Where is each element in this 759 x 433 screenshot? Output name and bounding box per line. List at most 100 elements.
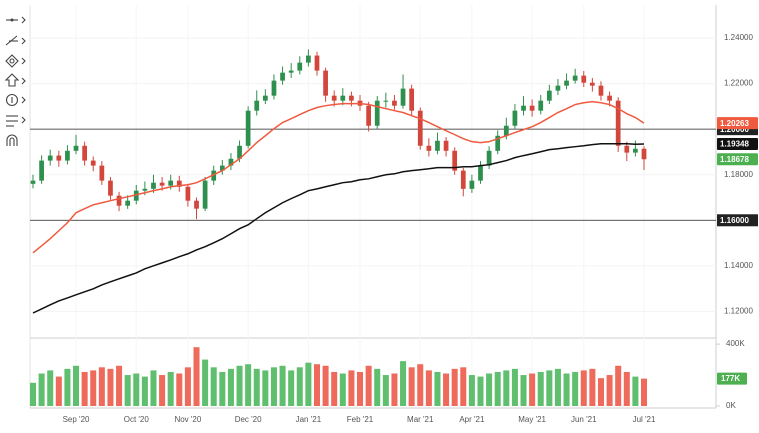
volume-bar — [193, 347, 200, 406]
y-tick-label: 1.14000 — [724, 261, 753, 270]
volume-bar — [107, 368, 114, 406]
candle-body — [409, 88, 415, 111]
candle-body — [56, 155, 62, 161]
x-tick-label: Apr '21 — [459, 415, 485, 424]
volume-bar — [73, 365, 80, 406]
candle-body — [108, 180, 113, 196]
candle-body — [219, 165, 225, 171]
x-tick-label: Jan '21 — [296, 415, 322, 424]
candle-body — [254, 100, 260, 111]
candle-body — [529, 105, 535, 111]
candle-body — [280, 72, 285, 81]
volume-bar — [124, 375, 131, 406]
y-tick-label: 1.12000 — [724, 307, 753, 316]
volume-bar — [494, 371, 501, 406]
volume-bar — [288, 370, 295, 406]
volume-bar — [202, 359, 209, 406]
candle-body — [426, 145, 432, 151]
x-tick-label: Sep '20 — [63, 415, 90, 424]
candle-body — [262, 95, 268, 101]
candle-body — [366, 105, 371, 126]
line-value-tag-label: 1.20263 — [720, 119, 749, 128]
volume-bar — [503, 370, 510, 406]
tool-text[interactable] — [5, 93, 26, 107]
candle-body — [47, 155, 53, 161]
candle-body — [133, 190, 139, 201]
volume-bar — [279, 365, 286, 406]
volume-bar — [305, 362, 312, 406]
volume-bar — [597, 378, 604, 406]
tool-magnet[interactable] — [6, 134, 18, 146]
candle-body — [443, 140, 449, 151]
tool-measure[interactable] — [6, 115, 26, 127]
candle-body — [39, 160, 44, 181]
volume-bar — [640, 378, 648, 406]
candle-body — [30, 180, 36, 184]
candle-body — [142, 188, 148, 191]
candle-body — [417, 110, 423, 146]
candle-body — [521, 105, 526, 111]
candle-body — [168, 180, 174, 186]
volume-bar — [90, 370, 97, 406]
volume-bar — [98, 367, 105, 406]
volume-bar — [270, 367, 277, 406]
volume-bar — [64, 368, 71, 406]
x-tick-label: Feb '21 — [347, 415, 374, 424]
tool-trendline[interactable] — [5, 35, 26, 46]
x-tick-label: May '21 — [518, 415, 546, 424]
volume-bar — [477, 376, 484, 406]
tool-crosshair[interactable] — [6, 16, 26, 24]
candle-body — [65, 150, 70, 161]
volume-bar — [322, 365, 329, 406]
candle-body — [469, 180, 475, 189]
volume-bar — [47, 370, 54, 406]
volume-bar — [563, 373, 570, 406]
candle-body — [400, 88, 406, 106]
volume-bar — [468, 375, 475, 406]
x-tick-label: Oct '20 — [124, 415, 150, 424]
candle-body — [392, 100, 397, 106]
volume-value-tag — [717, 372, 747, 385]
candle-body — [194, 200, 199, 209]
candle-body — [495, 135, 501, 151]
volume-bar — [219, 371, 226, 406]
candle-body — [245, 110, 251, 146]
candle-body — [581, 75, 587, 83]
y-tick-label: 1.24000 — [724, 33, 753, 42]
candle-body — [555, 85, 561, 91]
volume-bar — [520, 375, 527, 406]
candle-body — [478, 165, 483, 181]
volume-bar — [339, 373, 346, 406]
volume-bar — [382, 375, 389, 406]
level-tag — [717, 214, 758, 227]
volume-bar — [580, 370, 587, 406]
volume-bar — [176, 373, 183, 406]
y-tick-label: 1.18000 — [724, 170, 753, 179]
volume-tick-label: 400K — [726, 339, 745, 348]
candle-body — [503, 125, 509, 136]
candle-body — [323, 70, 328, 96]
volume-value-tag-label: 177K — [721, 374, 740, 383]
x-tick-label: Mar '21 — [407, 415, 434, 424]
volume-bar — [572, 371, 579, 406]
candle-body — [633, 148, 638, 153]
candle-body — [297, 62, 303, 71]
volume-bar — [460, 367, 467, 406]
volume-bar — [184, 367, 191, 406]
tool-arrow[interactable] — [4, 73, 26, 87]
moving-average-line — [32, 142, 645, 314]
candle-body — [176, 180, 182, 187]
volume-bar — [210, 367, 217, 406]
volume-bar — [511, 368, 518, 406]
candle-body — [546, 90, 552, 101]
volume-bar — [589, 368, 596, 406]
tool-shapes[interactable] — [5, 54, 26, 68]
candle-body — [82, 145, 88, 161]
volume-bar — [55, 376, 62, 406]
volume-bar — [141, 376, 148, 406]
candle-body — [641, 148, 647, 160]
candle-body — [564, 80, 569, 86]
candle-body — [486, 150, 492, 166]
